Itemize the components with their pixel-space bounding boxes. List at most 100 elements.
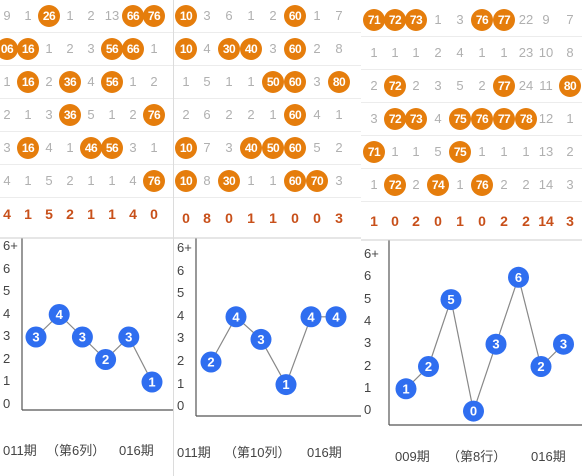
data-point-marker xyxy=(141,371,163,393)
grid-number: 2 xyxy=(412,177,420,192)
grid-row: 2 72 2 3 5 2 77 24 11 80 xyxy=(361,72,582,103)
sum-value: 1 xyxy=(24,206,32,222)
data-point: 1 xyxy=(141,371,163,393)
highlighted-number: 50 xyxy=(262,137,284,159)
highlighted-number: 06 xyxy=(0,38,18,60)
highlighted-number: 78 xyxy=(515,108,537,130)
highlighted-number: 36 xyxy=(59,104,81,126)
grid-number: 2 xyxy=(129,107,137,122)
grid-number: 1 xyxy=(434,12,442,27)
grid-number: 3 xyxy=(45,107,53,122)
sum-value: 0 xyxy=(150,206,158,222)
grid-number: 2 xyxy=(412,78,420,93)
chart-footer-end: 016期 xyxy=(119,443,154,458)
y-axis-tick: 6 xyxy=(177,262,185,278)
y-axis-tick: 0 xyxy=(177,398,185,414)
grid-number: 3 xyxy=(456,12,464,27)
grid-number: 1 xyxy=(108,107,116,122)
grid-number: 2 xyxy=(66,173,74,188)
highlighted-number: 72 xyxy=(384,174,406,196)
data-point: 3 xyxy=(118,326,140,348)
grid-row: 1 72 2 74 1 76 2 2 14 3 xyxy=(361,171,582,202)
data-point-marker xyxy=(508,266,529,288)
data-point-marker xyxy=(395,378,417,400)
grid-row: 10 3 6 1 2 60 1 7 xyxy=(174,2,361,33)
highlighted-number: 66 xyxy=(122,5,144,27)
grid-number: 24 xyxy=(518,78,534,93)
data-point-marker xyxy=(118,326,140,348)
grid-number: 1 xyxy=(391,45,399,60)
data-point: 4 xyxy=(48,304,70,325)
grid-number: 1 xyxy=(247,173,255,188)
sum-value: 1 xyxy=(247,210,255,226)
y-axis-tick: 3 xyxy=(3,328,11,343)
grid-number: 1 xyxy=(370,177,378,192)
highlighted-number: 60 xyxy=(284,71,306,93)
grid-number: 1 xyxy=(522,144,530,159)
highlighted-number: 16 xyxy=(17,137,39,159)
highlighted-number: 71 xyxy=(363,141,385,163)
grid-number: 2 xyxy=(434,45,442,60)
highlighted-number: 50 xyxy=(262,71,284,93)
highlighted-number: 72 xyxy=(384,108,406,130)
y-axis-tick: 2 xyxy=(177,353,185,368)
grid-number: 1 xyxy=(225,74,233,89)
grid-number: 2 xyxy=(150,74,158,89)
chart-footer-start: 011期 xyxy=(177,445,211,460)
grid-row: 06 16 1 2 3 56 66 1 xyxy=(0,35,174,66)
highlighted-number: 56 xyxy=(101,38,123,60)
grid-number: 2 xyxy=(225,107,233,122)
y-axis-tick: 2 xyxy=(3,350,11,366)
grid-number: 3 xyxy=(225,140,233,155)
highlighted-number: 60 xyxy=(284,38,306,60)
grid-number: 3 xyxy=(566,177,574,192)
grid-number: 6 xyxy=(203,107,211,122)
grid-number: 12 xyxy=(538,111,554,126)
grid-number: 1 xyxy=(247,74,255,89)
data-point: 6 xyxy=(508,266,529,288)
data-point: 1 xyxy=(275,374,297,396)
grid-number: 4 xyxy=(3,173,11,188)
grid-number: 1 xyxy=(391,144,399,159)
sum-value: 2 xyxy=(412,213,420,229)
grid-number: 3 xyxy=(129,140,137,155)
y-axis-tick: 4 xyxy=(177,307,185,323)
highlighted-number: 36 xyxy=(59,71,81,93)
data-point: 1 xyxy=(395,378,417,400)
chart-footer-end: 016期 xyxy=(307,445,342,460)
y-axis-tick: 5 xyxy=(177,285,185,301)
grid-number: 5 xyxy=(87,107,95,122)
highlighted-number: 46 xyxy=(80,137,102,159)
highlighted-number: 56 xyxy=(101,71,123,93)
grid-number: 1 xyxy=(3,74,11,89)
panel-column-6: 9 1 26 1 2 13 66 76 06 16 1 2 3 56 66 1 1 16 2 36 4 56 1 2 2 1 3 36… xyxy=(0,0,174,476)
sum-value: 14 xyxy=(538,213,554,229)
highlighted-number: 72 xyxy=(384,9,406,31)
highlighted-number: 16 xyxy=(17,71,39,93)
highlighted-number: 73 xyxy=(405,9,427,31)
data-point-marker xyxy=(418,356,439,377)
sum-value: 4 xyxy=(129,206,137,222)
chart-svg: 1 2 5 0 3 6 2 3 xyxy=(361,239,582,426)
grid-number: 5 xyxy=(203,74,211,89)
highlighted-number: 26 xyxy=(38,5,60,27)
grid-number: 9 xyxy=(3,8,11,23)
data-point: 2 xyxy=(530,356,552,377)
highlighted-number: 80 xyxy=(328,71,350,93)
grid-number: 2 xyxy=(313,41,321,56)
sum-value: 2 xyxy=(66,206,74,222)
highlighted-number: 10 xyxy=(175,137,197,159)
data-point-label: 3 xyxy=(125,330,132,345)
highlighted-number: 10 xyxy=(175,38,197,60)
grid-number: 1 xyxy=(313,8,321,23)
data-point-label: 5 xyxy=(447,292,454,307)
grid-number: 7 xyxy=(566,12,574,27)
highlighted-number: 77 xyxy=(493,75,515,97)
highlighted-number: 30 xyxy=(218,170,240,192)
grid-number: 1 xyxy=(24,107,32,122)
grid-number: 1 xyxy=(269,173,277,188)
highlighted-number: 30 xyxy=(218,38,240,60)
data-point: 3 xyxy=(25,326,47,348)
grid-number: 6 xyxy=(225,8,233,23)
